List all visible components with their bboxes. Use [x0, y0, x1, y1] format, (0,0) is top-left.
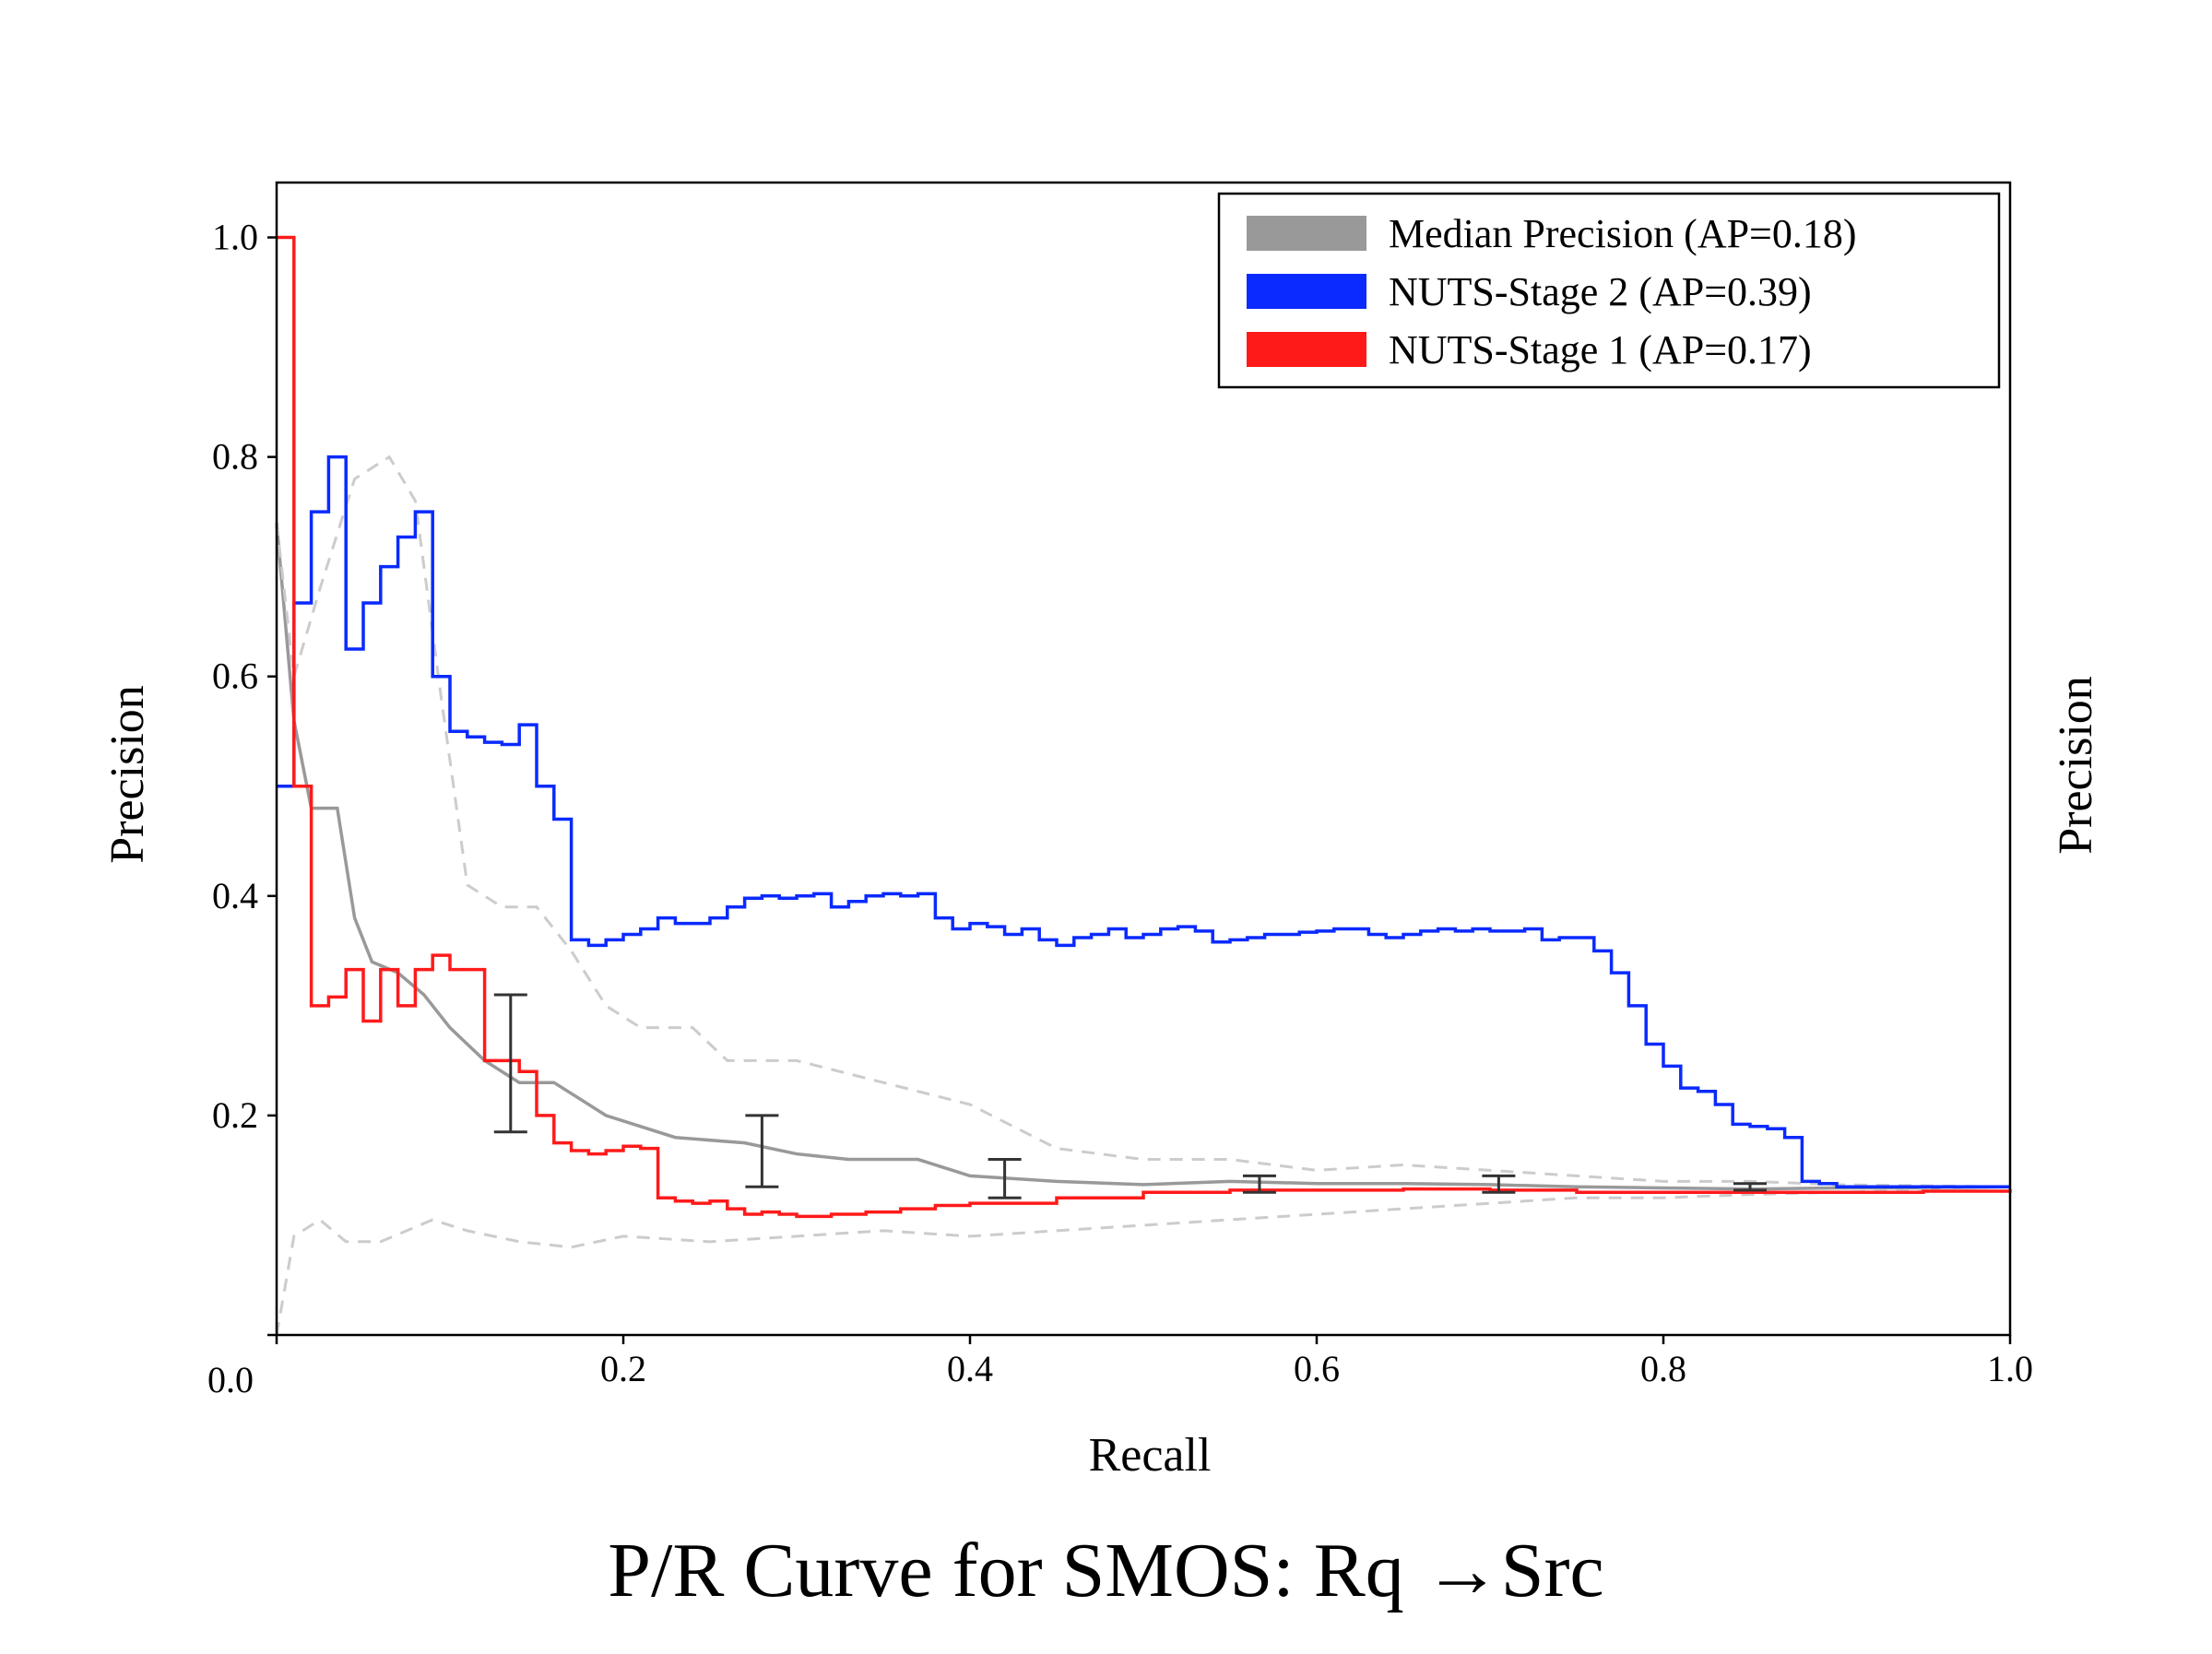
x-tick-label-0: 0.0 [207, 1359, 254, 1400]
y-tick-label-1: 0.4 [212, 875, 258, 916]
legend-swatch-stage1 [1247, 332, 1366, 367]
plot-frame [275, 181, 2012, 1337]
error-bar-0 [493, 993, 527, 1134]
x-tick-label-2: 0.4 [947, 1348, 993, 1389]
tick-layer: 0.0 0.2 0.4 0.6 0.8 1.0 0.2 0.4 0.6 0.8 1.0 [207, 217, 2033, 1400]
series-line-0 [275, 522, 2011, 1191]
y-tick-label-2: 0.6 [212, 656, 258, 697]
error-bar-3 [1242, 1174, 1276, 1194]
chart-title: P/R Curve for SMOS: Rq →Src [608, 1528, 1604, 1613]
series-line-4 [277, 235, 2012, 1219]
y-tick-label-3: 0.8 [212, 436, 258, 478]
legend: Median Precision (AP=0.18) NUTS-Stage 2 … [1217, 192, 2001, 389]
error-bar-1 [745, 1114, 779, 1188]
error-bar-4 [1482, 1174, 1516, 1194]
x-tick-label-4: 0.8 [1640, 1348, 1686, 1389]
legend-label-stage1: NUTS-Stage 1 (AP=0.17) [1389, 327, 1812, 372]
legend-swatch-median [1247, 216, 1366, 251]
x-axis-label: Recall [1089, 1429, 1212, 1482]
x-tick-label-5: 1.0 [1987, 1348, 2033, 1389]
series-line-3 [277, 455, 2010, 1189]
y-tick-label-4: 1.0 [212, 217, 258, 258]
error-bar-5 [1733, 1182, 1767, 1192]
y-tick-label-0: 0.2 [212, 1094, 258, 1136]
x-tick-label-3: 0.6 [1294, 1348, 1340, 1389]
y-axis-label-right: Precision [2050, 676, 2102, 855]
y-axis-label: Precision [101, 685, 154, 864]
error-bar-2 [988, 1158, 1022, 1199]
errorbar-layer [493, 993, 1767, 1199]
series-line-2 [275, 1185, 2011, 1336]
series-layer [275, 235, 2012, 1336]
legend-label-stage2: NUTS-Stage 2 (AP=0.39) [1389, 269, 1812, 314]
legend-swatch-stage2 [1247, 274, 1366, 309]
x-tick-label-1: 0.2 [600, 1348, 646, 1389]
legend-label-median: Median Precision (AP=0.18) [1389, 211, 1857, 256]
series-line-1 [275, 455, 2011, 1188]
